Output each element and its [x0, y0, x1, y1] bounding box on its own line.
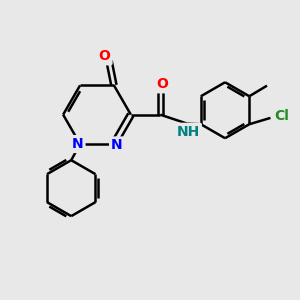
Text: N: N — [72, 137, 83, 151]
Text: NH: NH — [177, 125, 200, 139]
Text: O: O — [99, 50, 110, 63]
Text: O: O — [156, 77, 168, 91]
Text: Cl: Cl — [274, 109, 289, 122]
Text: N: N — [111, 139, 123, 152]
